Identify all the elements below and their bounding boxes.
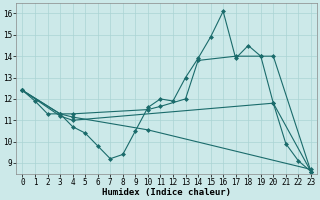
X-axis label: Humidex (Indice chaleur): Humidex (Indice chaleur) — [102, 188, 231, 197]
